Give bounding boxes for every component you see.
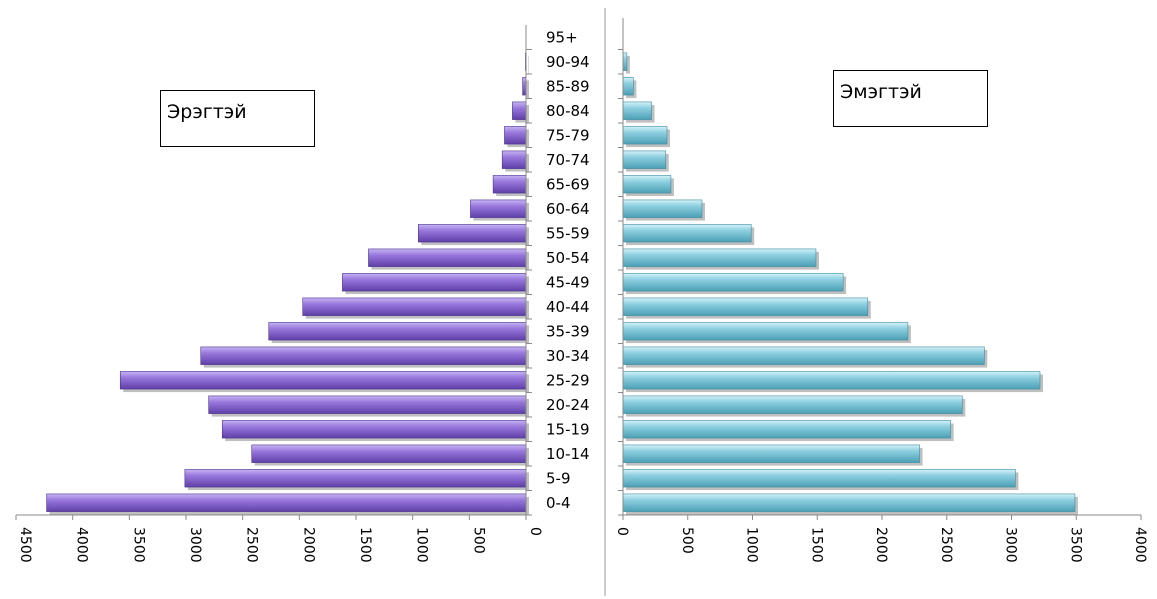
legend-male-label: Эрэгтэй	[167, 101, 247, 123]
female-bar-45-49	[622, 273, 844, 292]
female-bar-20-24	[622, 395, 963, 414]
female-bar-50-54	[622, 248, 817, 267]
male-x-tick-1500: 1500	[357, 527, 373, 563]
legend-male: Эрэгтэй	[160, 90, 315, 147]
male-bar-25-29	[119, 371, 527, 390]
female-x-tick-1000: 1000	[744, 527, 760, 563]
male-bar-40-44	[302, 297, 527, 316]
male-bar-20-24	[208, 395, 527, 414]
male-x-tick-3500: 3500	[130, 527, 146, 563]
male-bar-0-4	[46, 493, 527, 512]
age-label-70-74: 70-74	[546, 151, 590, 169]
age-label-75-79: 75-79	[546, 126, 590, 144]
male-bar-5-9	[184, 469, 527, 488]
female-x-tick-0: 0	[614, 527, 630, 536]
male-bar-50-54	[368, 248, 527, 267]
female-bar-75-79	[622, 126, 668, 145]
age-label-55-59: 55-59	[546, 224, 590, 242]
female-bar-35-39	[622, 322, 909, 341]
male-bars-group	[46, 52, 530, 515]
female-x-tick-2000: 2000	[873, 527, 889, 563]
female-bar-0-4	[622, 493, 1076, 512]
age-label-60-64: 60-64	[546, 200, 590, 218]
male-x-tick-2500: 2500	[244, 527, 260, 563]
male-x-tick-1000: 1000	[414, 527, 430, 563]
male-x-tick-4500: 4500	[17, 527, 33, 563]
age-label-10-14: 10-14	[546, 445, 590, 463]
age-label-80-84: 80-84	[546, 102, 590, 120]
female-bar-15-19	[622, 420, 951, 439]
legend-female: Эмэгтэй	[833, 70, 988, 127]
male-x-tick-500: 500	[470, 527, 486, 554]
female-bar-10-14	[622, 444, 920, 463]
male-bar-75-79	[504, 126, 527, 145]
female-x-tick-1500: 1500	[808, 527, 824, 563]
male-bar-15-19	[221, 420, 527, 439]
male-bar-30-34	[200, 346, 527, 365]
male-x-axis-ticks: 4500 4000 3500 3000 2500 2000 1500 1000 500 0	[15, 515, 543, 563]
age-label-50-54: 50-54	[546, 249, 590, 267]
female-bar-55-59	[622, 224, 752, 243]
male-bar-80-84	[512, 101, 527, 120]
female-bar-65-69	[622, 175, 672, 194]
female-x-tick-500: 500	[679, 527, 695, 554]
female-bar-90-94	[622, 52, 628, 71]
female-bar-30-34	[622, 346, 985, 365]
female-bar-70-74	[622, 150, 667, 169]
female-bar-shadow	[626, 55, 630, 74]
male-bar-70-74	[501, 150, 527, 169]
female-bar-60-64	[622, 199, 703, 218]
male-bar-55-59	[418, 224, 527, 243]
age-label-15-19: 15-19	[546, 420, 590, 438]
age-label-20-24: 20-24	[546, 396, 590, 414]
male-x-tick-4000: 4000	[74, 527, 90, 563]
age-label-30-34: 30-34	[546, 347, 590, 365]
age-label-95+: 95+	[546, 28, 578, 46]
male-bar-10-14	[251, 444, 527, 463]
female-bar-80-84	[622, 101, 652, 120]
female-x-tick-2500: 2500	[938, 527, 954, 563]
female-bar-85-89	[622, 77, 634, 96]
female-x-tick-4000: 4000	[1132, 527, 1148, 563]
female-bars-group	[622, 52, 1078, 515]
age-label-45-49: 45-49	[546, 273, 590, 291]
female-x-axis-ticks: 0 500 1000 1500 2000 2500 3000 3500 4000	[614, 515, 1148, 563]
age-labels-group: 0-4 5-9 10-14 15-19 20-24 25-29 30-34 35-39 40-4…	[546, 28, 590, 512]
age-label-40-44: 40-44	[546, 298, 590, 316]
male-x-tick-2000: 2000	[300, 527, 316, 563]
male-bar-45-49	[342, 273, 527, 292]
age-label-25-29: 25-29	[546, 371, 590, 389]
female-x-tick-3000: 3000	[1003, 527, 1019, 563]
male-bar-shadow	[528, 55, 529, 74]
female-bar-25-29	[622, 371, 1041, 390]
male-bar-85-89	[522, 77, 527, 96]
male-x-tick-0: 0	[527, 527, 543, 536]
age-label-85-89: 85-89	[546, 77, 590, 95]
age-label-0-4: 0-4	[546, 494, 571, 512]
age-label-5-9: 5-9	[546, 469, 571, 487]
male-x-tick-3000: 3000	[187, 527, 203, 563]
male-bar-65-69	[492, 175, 527, 194]
male-bar-35-39	[268, 322, 527, 341]
female-bar-40-44	[622, 297, 869, 316]
female-bar-5-9	[622, 469, 1016, 488]
age-label-90-94: 90-94	[546, 53, 590, 71]
age-label-65-69: 65-69	[546, 175, 590, 193]
age-label-35-39: 35-39	[546, 322, 590, 340]
male-bar-60-64	[470, 199, 527, 218]
legend-female-label: Эмэгтэй	[840, 81, 922, 103]
female-x-tick-3500: 3500	[1067, 527, 1083, 563]
male-bar-shadow	[525, 80, 529, 99]
